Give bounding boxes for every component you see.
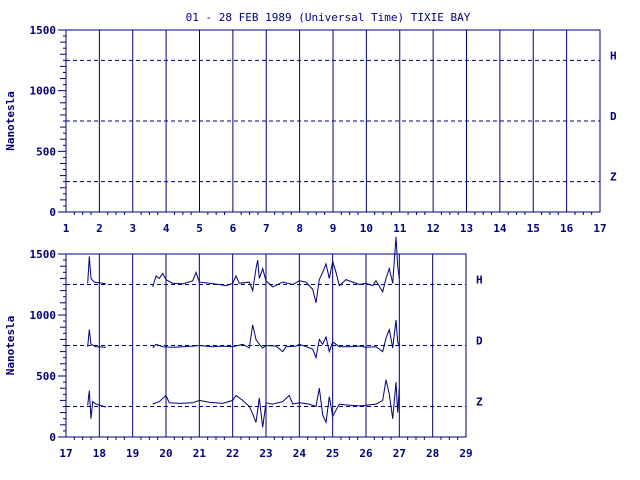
x-tick-label: 5 — [196, 222, 203, 235]
component-label-h: H — [476, 274, 483, 287]
x-tick-label: 19 — [126, 447, 139, 460]
component-label-z: Z — [610, 171, 617, 184]
component-label-h: H — [610, 49, 617, 62]
component-label-d: D — [610, 110, 617, 123]
x-tick-label: 22 — [226, 447, 239, 460]
x-tick-label: 2 — [96, 222, 103, 235]
x-tick-label: 29 — [459, 447, 472, 460]
x-tick-label: 24 — [293, 447, 307, 460]
x-tick-label: 26 — [359, 447, 373, 460]
x-tick-label: 12 — [427, 222, 440, 235]
x-tick-label: 13 — [460, 222, 473, 235]
y-tick-label: 0 — [49, 206, 56, 219]
x-tick-label: 27 — [393, 447, 406, 460]
x-tick-label: 7 — [263, 222, 270, 235]
y-tick-label: 0 — [49, 431, 56, 444]
y-tick-label: 500 — [36, 370, 56, 383]
x-tick-label: 18 — [93, 447, 106, 460]
x-tick-label: 15 — [527, 222, 540, 235]
y-tick-label: 1500 — [30, 248, 57, 261]
x-tick-label: 16 — [560, 222, 574, 235]
x-tick-label: 28 — [426, 447, 439, 460]
y-axis-title: Nanotesla — [4, 316, 17, 376]
y-axis-title: Nanotesla — [4, 91, 17, 151]
x-tick-label: 9 — [330, 222, 337, 235]
x-tick-label: 8 — [296, 222, 303, 235]
x-tick-label: 10 — [360, 222, 373, 235]
series-trace-h — [87, 236, 400, 303]
x-tick-label: 17 — [593, 222, 606, 235]
bottom-panel: 17 18 19 20 21 22 23 24 25 26 27 28 29 0 500 1000 1500 H D… — [4, 236, 483, 460]
series-trace-z — [87, 379, 400, 428]
component-label-d: D — [476, 335, 483, 348]
x-tick-label: 1 — [63, 222, 70, 235]
x-tick-label: 23 — [259, 447, 272, 460]
x-tick-label: 14 — [493, 222, 507, 235]
x-tick-label: 3 — [129, 222, 136, 235]
y-tick-label: 1000 — [30, 85, 57, 98]
chart-title: 01 - 28 FEB 1989 (Universal Time) TIXIE … — [186, 11, 471, 24]
y-tick-label: 500 — [36, 145, 56, 158]
x-tick-label: 4 — [163, 222, 170, 235]
series-trace-d — [87, 319, 400, 360]
x-tick-label: 17 — [59, 447, 72, 460]
x-tick-label: 25 — [326, 447, 339, 460]
x-tick-label: 11 — [393, 222, 407, 235]
y-tick-label: 1500 — [30, 24, 57, 37]
component-label-z: Z — [476, 396, 483, 409]
x-tick-label: 21 — [193, 447, 207, 460]
x-tick-label: 20 — [159, 447, 172, 460]
top-panel: 1 2 3 4 5 6 7 8 9 10 11 12 13 14 15 16 17050010001500HDZ… — [4, 24, 617, 235]
x-tick-label: 6 — [230, 222, 237, 235]
y-tick-label: 1000 — [30, 309, 57, 322]
